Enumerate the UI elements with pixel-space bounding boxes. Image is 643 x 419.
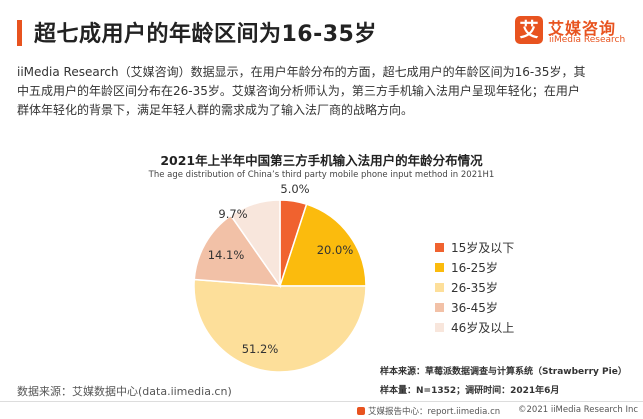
brand-logo: 艾 艾媒咨询 iiMedia Research	[515, 16, 635, 50]
slice-data-label: 14.1%	[208, 248, 245, 262]
title-accent-bar	[17, 20, 22, 46]
data-source: 数据来源：艾媒数据中心(data.iimedia.cn)	[17, 385, 232, 398]
legend-swatch	[435, 242, 444, 252]
legend-label: 26-35岁	[451, 280, 498, 295]
legend-item: 16-25岁	[435, 257, 514, 277]
logo-english-name: iiMedia Research	[549, 35, 626, 45]
sample-source-note: 样本来源：草莓派数据调查与计算系统（Strawberry Pie）	[380, 367, 627, 377]
legend-label: 46岁及以上	[451, 320, 515, 335]
chart-legend: 15岁及以下 16-25岁 26-35岁 36-45岁 46岁及以上	[435, 237, 514, 337]
legend-swatch	[435, 282, 444, 292]
logo-icon: 艾	[515, 16, 543, 44]
footer-site-text: 艾媒报告中心：report.iimedia.cn	[368, 407, 501, 417]
intro-line: 群体年轻化的背景下，满足年轻人群的需求成为了输入法厂商的战略方向。	[17, 103, 414, 117]
footer-logo-icon	[357, 407, 365, 415]
footer-copyright: ©2021 iiMedia Research Inc	[518, 405, 639, 415]
slice-data-label: 20.0%	[317, 243, 354, 257]
legend-swatch	[435, 262, 444, 272]
legend-label: 16-25岁	[451, 260, 498, 275]
pie-slice	[193, 278, 367, 373]
chart-title: 2021年上半年中国第三方手机输入法用户的年龄分布情况	[160, 153, 483, 168]
intro-line: 中五成用户的年龄区间分布在26-35岁。艾媒咨询分析师认为，第三方手机输入法用户…	[17, 84, 580, 98]
intro-paragraph: iiMedia Research（艾媒咨询）数据显示，在用户年龄分布的方面，超七…	[17, 63, 627, 120]
legend-item: 36-45岁	[435, 297, 514, 317]
slice-data-label: 9.7%	[218, 207, 247, 221]
sample-size-note: 样本量：N=1352；调研时间：2021年6月	[380, 386, 560, 396]
page-title: 超七成用户的年龄区间为16-35岁	[34, 22, 377, 47]
footer-divider	[0, 401, 643, 402]
legend-label: 15岁及以下	[451, 240, 515, 255]
pie-slice	[278, 203, 367, 287]
legend-swatch	[435, 322, 444, 332]
legend-item: 26-35岁	[435, 277, 514, 297]
pie-slice	[193, 214, 282, 287]
intro-line: iiMedia Research（艾媒咨询）数据显示，在用户年龄分布的方面，超七…	[17, 65, 586, 79]
logo-name: 艾媒咨询	[548, 19, 617, 38]
legend-swatch	[435, 302, 444, 312]
chart-subtitle: The age distribution of China’s third pa…	[148, 170, 495, 180]
slice-data-label: 51.2%	[242, 342, 279, 356]
pie-slice	[229, 199, 281, 289]
slice-data-label: 5.0%	[280, 182, 309, 196]
legend-item: 46岁及以上	[435, 317, 514, 337]
footer-site: 艾媒报告中心：report.iimedia.cn	[357, 405, 500, 417]
legend-label: 36-45岁	[451, 300, 498, 315]
legend-item: 15岁及以下	[435, 237, 514, 257]
